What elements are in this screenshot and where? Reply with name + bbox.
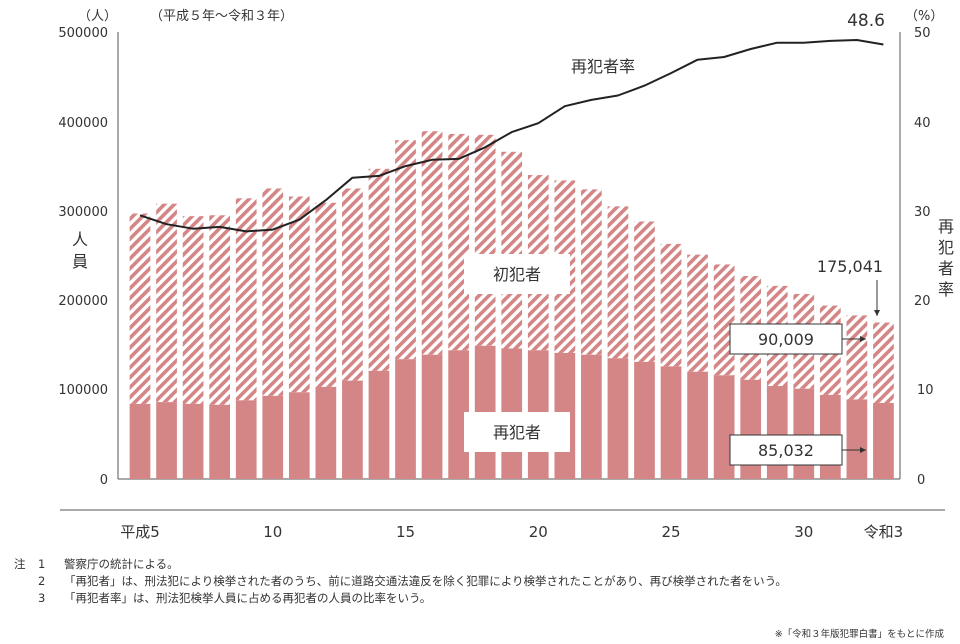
repeat-offender-bar [395,359,416,479]
first-offender-bar [607,206,629,359]
first-offender-bar [209,215,231,405]
period-label: （平成５年～令和３年） [150,9,293,24]
first-offender-label-bg [464,254,570,294]
repeat-offender-bar [288,392,310,479]
left-tick-label: 200000 [58,294,108,309]
x-tick-label: 25 [661,523,680,541]
repeat-offender-bar [182,403,204,479]
recidivism-rate-line [139,39,884,233]
footnote-row: 3 「再犯者率」は、刑法犯検挙人員に占める再犯者の人員の比率をいう。 [14,590,954,607]
repeat-offender-bar [713,375,735,479]
rate-series-label: 再犯者率 [571,57,635,76]
x-tick-label: 20 [529,523,548,541]
repeat-offender-bar [129,403,151,479]
left-tick-label: 100000 [58,383,108,398]
repeat-offender-bar [687,371,708,479]
rate-final-value: 48.6 [847,11,885,31]
first-offender-bar [421,131,443,355]
repeat-offender-label-bg [464,412,570,452]
first-offender-bar [368,168,390,371]
first-offender-bar [156,203,177,403]
repeat-offender-bar [846,399,868,479]
repeat-offender-bar [660,366,682,479]
right-axis-ticks: 50 40 30 20 10 0 [914,26,934,488]
first-offender-bar [873,322,894,403]
first-offender-bar [395,140,416,360]
first-offender-bar [687,254,708,372]
repeat-offender-bar [315,386,337,479]
first-offender-bar [235,198,257,401]
total-final-value: 175,041 [817,257,883,276]
first-offender-final-value: 90,009 [758,330,814,349]
repeat-offender-bar [262,395,284,479]
right-axis-label: 再犯者率 [938,217,954,299]
repeat-offender-bar [368,370,390,479]
first-offender-bar [846,315,868,400]
left-tick-label: 0 [100,473,108,488]
repeat-offender-bar [421,354,443,479]
first-offender-bar [634,221,655,362]
right-tick-label: 40 [914,116,931,131]
first-offender-bar [342,188,363,381]
repeat-offender-bar [156,402,177,479]
footnote-text: 「再犯者」は、刑法犯により検挙された者のうち、前に道路交通法違反を除く犯罪により… [64,574,787,588]
footnote-row: 2 「再犯者」は、刑法犯により検挙された者のうち、前に道路交通法違反を除く犯罪に… [14,573,954,590]
repeat-offender-bar [634,361,655,479]
right-axis-unit: （%） [905,9,943,24]
right-tick-label: 0 [917,473,925,488]
x-tick-label: 10 [263,523,282,541]
first-offender-bar [713,264,735,376]
left-axis-ticks: 500000 400000 300000 200000 100000 0 [58,26,108,488]
x-tick-label: 15 [396,523,415,541]
first-offender-value-box [729,323,843,355]
x-tick-label: 令和3 [864,523,904,541]
footnote-number: 3 [38,591,46,605]
right-tick-label: 50 [914,26,931,41]
left-tick-label: 500000 [58,26,108,41]
first-offender-bar [501,151,523,349]
footnotes: 注 1 警察庁の統計による。 2 「再犯者」は、刑法犯により検挙された者のうち、… [14,556,954,607]
x-tick-label: 30 [794,523,813,541]
left-tick-label: 300000 [58,205,108,220]
first-offender-bar [660,243,682,367]
repeat-offender-bar [873,402,894,479]
first-offender-bar [288,196,310,393]
repeat-offender-final-value: 85,032 [758,441,814,460]
right-tick-label: 10 [917,383,934,398]
footnote-heading: 注 [14,557,26,571]
repeat-offender-bar [607,358,629,479]
repeat-offender-bar [581,354,602,479]
first-offender-bar [448,133,469,351]
source-note: ※「令和３年版犯罪白書」をもとに作成 [774,629,944,640]
repeat-offender-value-box [729,434,843,466]
footnote-text: 「再犯者率」は、刑法犯検挙人員に占める再犯者の人員の比率をいう。 [64,591,432,605]
right-tick-label: 20 [914,294,931,309]
right-tick-label: 30 [914,205,931,220]
footnote-row: 注 1 警察庁の統計による。 [14,556,954,573]
repeat-offender-series-label: 再犯者 [493,423,541,442]
chart: （人） （平成５年～令和３年） （%） 500000 400000 300000… [58,9,954,541]
first-offender-bar [581,189,602,355]
repeat-offender-bar [448,350,469,479]
footnote-text: 警察庁の統計による。 [64,557,179,571]
first-offender-series-label: 初犯者 [493,265,541,284]
left-axis-label: 人員 [72,230,88,271]
first-offender-bar [262,188,284,396]
first-offender-bar [129,213,151,404]
first-offender-bar [182,216,204,404]
x-axis-ticks: 平成5 10 15 20 25 30 令和3 [120,523,903,541]
first-offender-bar [474,134,496,346]
footnote-number: 1 [38,557,46,571]
repeat-offender-bar [235,400,257,479]
repeat-offender-bar [342,380,363,479]
left-tick-label: 400000 [58,116,108,131]
repeat-offender-bar [209,404,231,479]
first-offender-bar [315,202,337,387]
left-axis-unit: （人） [78,9,117,24]
footnote-number: 2 [38,574,46,588]
bars-group [129,131,894,479]
x-tick-label: 平成5 [120,523,160,541]
